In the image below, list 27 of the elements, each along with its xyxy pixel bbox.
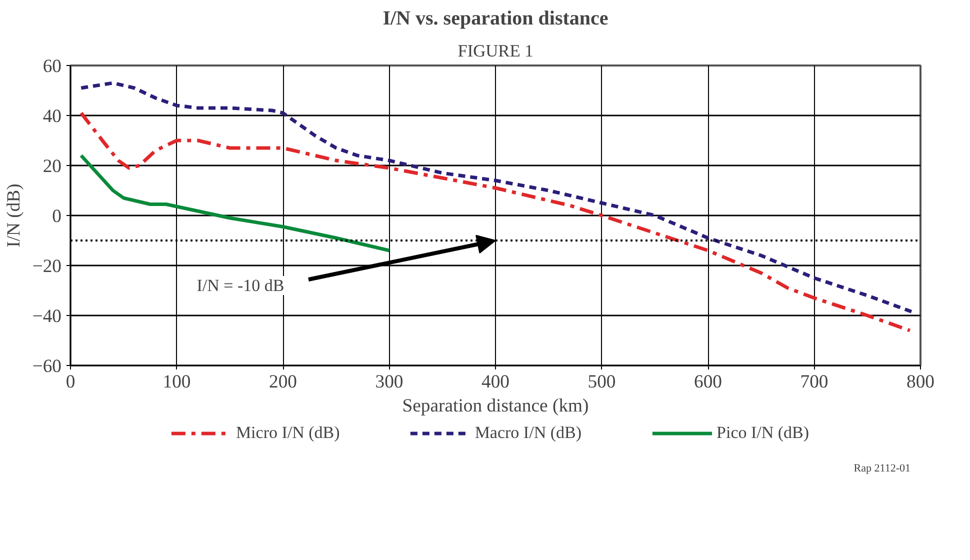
y-tick-label: 40 — [42, 106, 62, 127]
x-tick-label: 600 — [694, 372, 722, 392]
y-tick-label: 60 — [42, 56, 62, 77]
chart-title: FIGURE 1 — [458, 42, 534, 60]
x-tick-label: 700 — [800, 372, 828, 392]
x-tick-label: 400 — [482, 372, 510, 392]
legend-label: Micro I/N (dB) — [236, 423, 340, 443]
y-axis-title: I/N (dB) — [3, 184, 24, 248]
x-tick-label: 200 — [269, 372, 297, 392]
y-tick-label: −60 — [32, 356, 62, 377]
x-tick-label: 300 — [375, 372, 404, 392]
x-tick-label: 100 — [162, 372, 191, 392]
y-tick-label: −40 — [32, 306, 62, 327]
line-series — [79, 111, 912, 332]
chart-subtitle: I/N vs. separation distance — [382, 8, 608, 30]
y-tick-label: 20 — [42, 156, 62, 177]
line-series — [79, 154, 391, 252]
x-tick-label: 500 — [588, 372, 616, 392]
text: Rap 2112-01 — [854, 462, 911, 474]
x-tick-label: 0 — [66, 372, 76, 392]
x-tick-label: 800 — [906, 372, 934, 392]
legend-label: Macro I/N (dB) — [474, 423, 582, 443]
x-axis-title: Separation distance (km) — [402, 396, 589, 416]
y-tick-label: 0 — [52, 206, 62, 227]
y-tick-label: −20 — [32, 256, 62, 277]
annotation: I/N = -10 dB — [196, 276, 284, 295]
legend-label: Pico I/N (dB) — [716, 423, 810, 443]
